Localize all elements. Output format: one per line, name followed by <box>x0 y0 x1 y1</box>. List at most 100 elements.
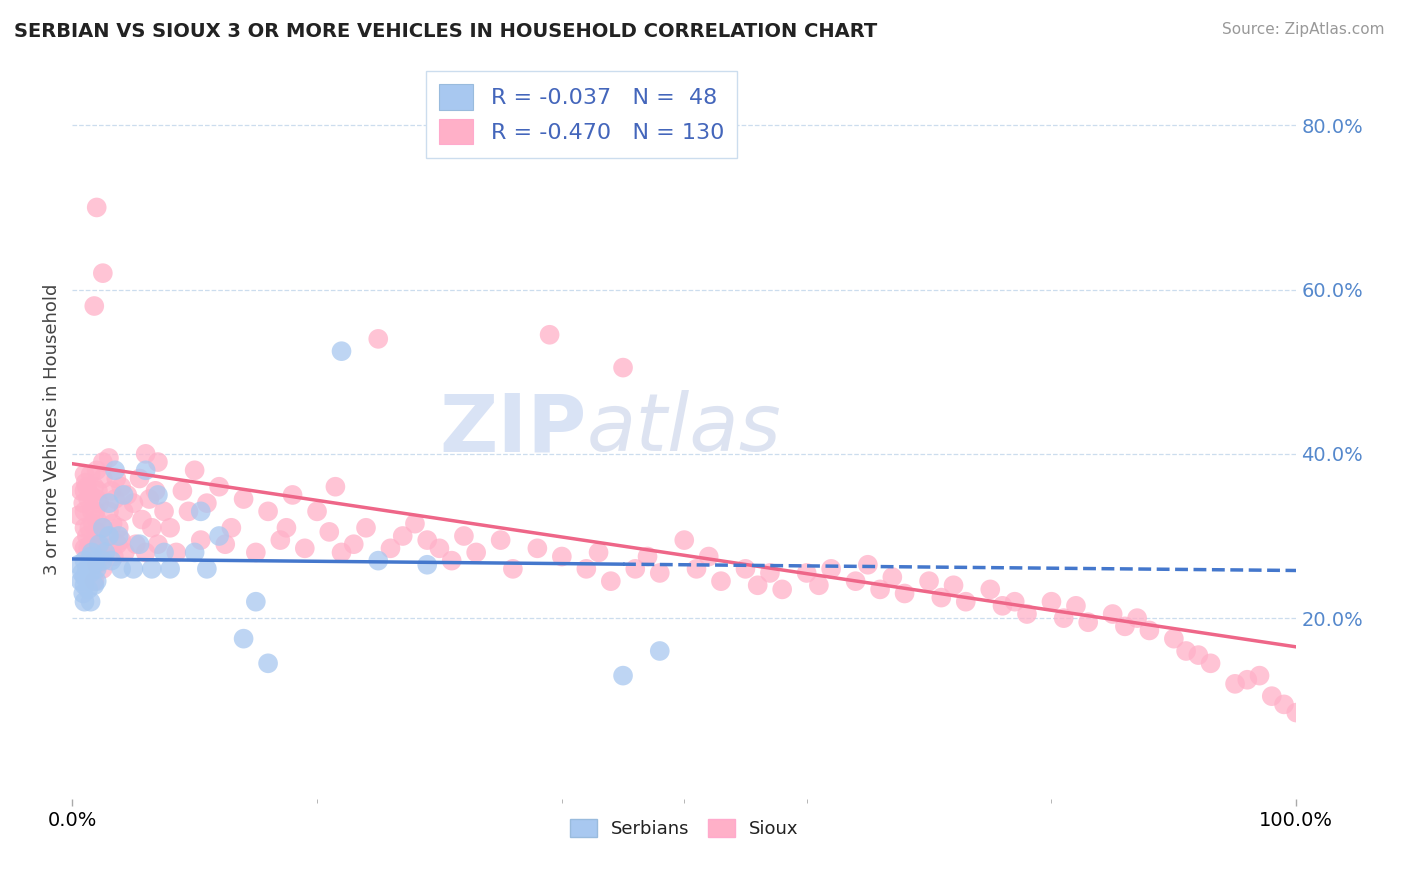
Point <box>83 574 105 589</box>
Point <box>86 491 108 506</box>
Point <box>67 558 90 572</box>
Point <box>354 521 377 535</box>
Point <box>177 504 200 518</box>
Point <box>97 541 120 556</box>
Point <box>76 562 98 576</box>
Point <box>190 504 212 518</box>
Point <box>918 574 941 589</box>
Point <box>135 463 157 477</box>
Point <box>882 570 904 584</box>
Point <box>86 562 108 576</box>
Point <box>79 521 101 535</box>
Point <box>91 266 114 280</box>
Point <box>796 566 818 580</box>
Point <box>245 595 267 609</box>
Point <box>83 578 105 592</box>
Point <box>214 537 236 551</box>
Point <box>91 471 114 485</box>
Point <box>710 574 733 589</box>
Point <box>869 582 891 597</box>
Point <box>404 516 426 531</box>
Point <box>208 480 231 494</box>
Point <box>70 566 93 580</box>
Point <box>257 504 280 518</box>
Point <box>685 562 707 576</box>
Point <box>86 524 108 539</box>
Point <box>86 512 108 526</box>
Point <box>83 558 105 572</box>
Point <box>80 504 103 518</box>
Point <box>125 537 148 551</box>
Point <box>979 582 1001 597</box>
Point <box>637 549 659 564</box>
Point <box>575 562 598 576</box>
Point <box>69 483 91 498</box>
Point <box>172 483 194 498</box>
Point <box>318 524 340 539</box>
Point <box>195 562 218 576</box>
Point <box>526 541 548 556</box>
Point <box>79 566 101 580</box>
Point <box>104 491 127 506</box>
Point <box>1040 595 1063 609</box>
Point <box>648 644 671 658</box>
Point <box>599 574 621 589</box>
Point <box>1175 644 1198 658</box>
Point <box>845 574 868 589</box>
Point <box>367 332 389 346</box>
Point <box>107 529 129 543</box>
Point <box>856 558 879 572</box>
Point <box>128 537 150 551</box>
Point <box>770 582 793 597</box>
Point <box>1249 668 1271 682</box>
Point <box>83 299 105 313</box>
Point <box>673 533 696 547</box>
Point <box>1261 689 1284 703</box>
Point <box>391 529 413 543</box>
Point <box>453 529 475 543</box>
Point <box>232 632 254 646</box>
Point <box>893 586 915 600</box>
Point <box>83 537 105 551</box>
Point <box>190 533 212 547</box>
Point <box>91 562 114 576</box>
Point <box>122 496 145 510</box>
Point <box>820 562 842 576</box>
Point <box>91 455 114 469</box>
Point <box>79 595 101 609</box>
Point <box>929 591 952 605</box>
Point <box>122 562 145 576</box>
Point <box>107 521 129 535</box>
Point <box>380 541 402 556</box>
Point <box>112 488 135 502</box>
Point <box>232 491 254 506</box>
Point <box>146 537 169 551</box>
Point <box>648 566 671 580</box>
Point <box>276 521 298 535</box>
Point <box>103 549 125 564</box>
Point <box>612 360 634 375</box>
Point <box>100 483 122 498</box>
Point <box>128 471 150 485</box>
Point <box>245 545 267 559</box>
Y-axis label: 3 or more Vehicles in Household: 3 or more Vehicles in Household <box>44 284 60 575</box>
Point <box>612 668 634 682</box>
Point <box>97 496 120 510</box>
Point <box>1236 673 1258 687</box>
Point <box>77 491 100 506</box>
Point <box>91 521 114 535</box>
Point <box>330 545 353 559</box>
Point <box>86 558 108 572</box>
Point <box>221 521 243 535</box>
Point <box>502 562 524 576</box>
Point <box>1187 648 1209 662</box>
Point <box>159 562 181 576</box>
Point <box>759 566 782 580</box>
Point <box>79 549 101 564</box>
Point <box>1064 599 1087 613</box>
Point <box>84 504 107 518</box>
Point <box>73 554 96 568</box>
Point <box>83 480 105 494</box>
Point <box>325 480 347 494</box>
Point <box>1223 677 1246 691</box>
